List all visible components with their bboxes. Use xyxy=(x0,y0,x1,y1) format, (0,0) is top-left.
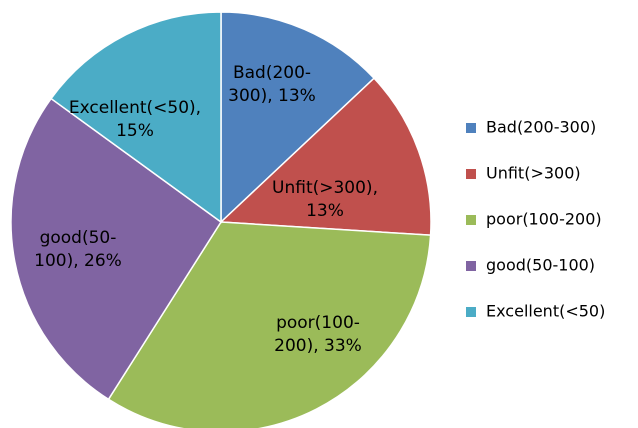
legend-marker xyxy=(466,123,476,133)
pie-slice xyxy=(220,11,376,224)
legend-label: good(50-100) xyxy=(486,256,595,275)
legend-label: Bad(200-300) xyxy=(486,118,596,137)
legend-marker xyxy=(466,307,476,317)
data-label: Bad(200-300), 13% xyxy=(228,63,316,106)
legend-label: Excellent(<50) xyxy=(486,302,605,321)
data-label: Unfit(>300), 13% xyxy=(272,178,378,221)
legend-label: Unfit(>300) xyxy=(486,164,581,183)
data-label: good(50-100), 26% xyxy=(34,228,122,271)
legend-marker xyxy=(466,215,476,225)
data-label: Excellent(<50), 15% xyxy=(68,98,202,141)
legend-marker xyxy=(466,169,476,179)
legend-marker xyxy=(466,261,476,271)
legend-label: poor(100-200) xyxy=(486,210,602,229)
pie-slice xyxy=(10,97,223,401)
pie-slice xyxy=(50,11,222,224)
pie-slice xyxy=(219,77,432,236)
data-label: poor(100-200), 33% xyxy=(274,313,362,356)
